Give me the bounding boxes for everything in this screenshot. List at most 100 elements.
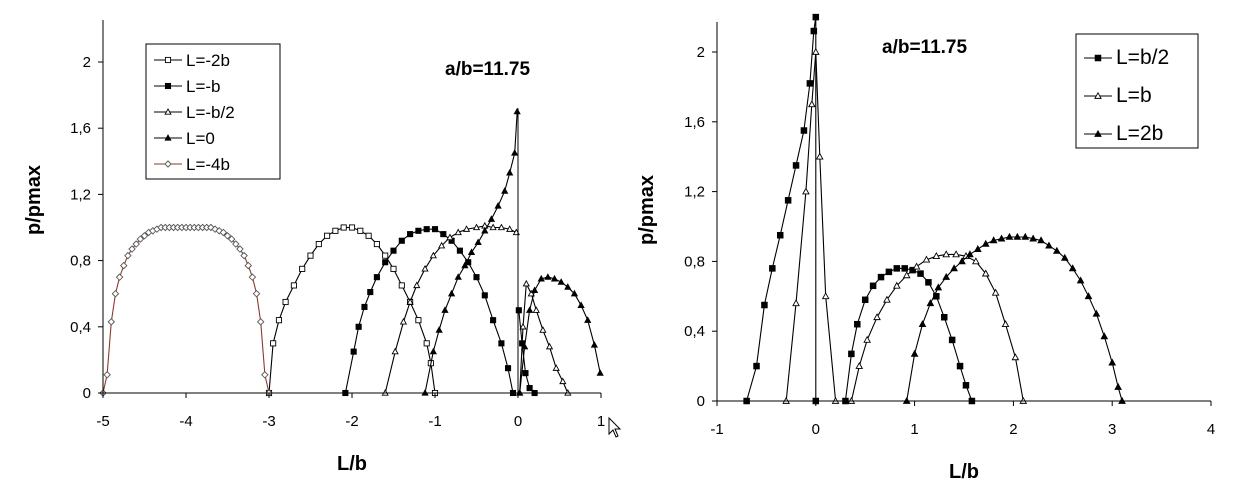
right-data-point bbox=[952, 250, 960, 258]
right-legend-box bbox=[1075, 33, 1199, 149]
left-data-point bbox=[421, 264, 429, 272]
left-data-point bbox=[115, 273, 124, 281]
left-legend-swatch-marker bbox=[164, 134, 172, 141]
left-data-point bbox=[361, 303, 368, 310]
right-series-0 bbox=[743, 13, 976, 405]
left-data-point bbox=[552, 364, 560, 371]
left-y-tick-label: 0,8 bbox=[70, 253, 91, 270]
right-x-tick-label: 4 bbox=[1207, 421, 1215, 438]
left-data-point bbox=[390, 247, 397, 254]
right-data-point bbox=[753, 362, 760, 370]
left-data-point bbox=[526, 384, 533, 392]
left-data-point bbox=[256, 318, 265, 326]
right-legend: L=b/2 L=b L=2b bbox=[1075, 33, 1199, 149]
left-data-point bbox=[227, 235, 236, 243]
right-legend-swatch-marker bbox=[1094, 129, 1102, 137]
right-data-point bbox=[997, 234, 1006, 242]
left-data-point bbox=[391, 347, 399, 355]
left-data-point bbox=[559, 377, 567, 385]
right-data-point bbox=[991, 288, 1000, 296]
left-data-point bbox=[406, 298, 414, 305]
left-legend-swatch-marker bbox=[164, 108, 172, 115]
left-data-point bbox=[124, 251, 132, 260]
right-data-point bbox=[802, 187, 810, 195]
left-y-ticks: 0 0,4 0,8 1,2 1,6 2 bbox=[70, 54, 103, 402]
left-series-6 bbox=[516, 273, 604, 396]
left-series-2 bbox=[381, 221, 520, 396]
left-data-point bbox=[454, 273, 462, 280]
left-data-point bbox=[275, 317, 283, 324]
left-data-point bbox=[413, 281, 421, 289]
left-data-point bbox=[527, 289, 535, 297]
left-x-tick-label: 1 bbox=[597, 413, 605, 430]
right-data-point bbox=[989, 236, 998, 244]
left-data-point bbox=[501, 187, 509, 194]
right-legend-entry: L=b bbox=[1084, 84, 1152, 107]
right-data-point bbox=[956, 362, 964, 370]
right-x-axis-title: L/b bbox=[949, 461, 979, 483]
left-data-point bbox=[467, 248, 476, 255]
left-data-point bbox=[132, 240, 140, 248]
left-x-tick-label: -3 bbox=[262, 413, 275, 430]
left-data-point bbox=[398, 237, 405, 244]
right-y-ticks: 0 0,4 0,8 1,2 1,6 2 bbox=[684, 44, 717, 410]
left-data-point bbox=[367, 288, 374, 296]
left-legend-swatch-marker bbox=[164, 160, 172, 168]
right-data-point bbox=[855, 361, 864, 369]
right-y-tick-label: 0,8 bbox=[684, 253, 705, 270]
left-data-point bbox=[307, 252, 314, 259]
left-data-point bbox=[244, 261, 253, 270]
left-series-line-5 bbox=[519, 281, 569, 394]
left-data-point bbox=[431, 226, 439, 233]
left-data-point bbox=[382, 252, 389, 259]
left-y-tick-label: 0,4 bbox=[70, 319, 91, 336]
right-x-tick-label: 3 bbox=[1108, 421, 1116, 438]
right-data-point bbox=[962, 382, 970, 389]
left-legend-swatch-marker bbox=[164, 56, 172, 64]
left-data-point bbox=[498, 340, 505, 347]
left-data-point bbox=[332, 227, 339, 234]
left-data-point bbox=[447, 289, 456, 297]
right-data-point bbox=[812, 13, 820, 21]
right-data-point bbox=[821, 292, 830, 300]
right-data-point bbox=[1005, 232, 1014, 240]
right-data-point bbox=[883, 295, 891, 303]
left-data-point bbox=[128, 245, 136, 253]
left-data-point bbox=[415, 227, 422, 234]
right-plot-area bbox=[743, 13, 1126, 405]
left-data-point bbox=[506, 168, 514, 176]
left-data-point bbox=[489, 223, 497, 231]
left-data-point bbox=[373, 240, 380, 248]
left-data-point bbox=[373, 274, 380, 281]
right-data-point bbox=[917, 270, 924, 277]
right-y-axis-title: p/pmax bbox=[636, 175, 658, 245]
right-data-point bbox=[863, 335, 872, 343]
left-data-point bbox=[282, 298, 289, 306]
right-data-point bbox=[950, 264, 958, 272]
left-data-point bbox=[103, 371, 111, 379]
left-data-point bbox=[136, 235, 145, 243]
right-data-point bbox=[1114, 382, 1122, 390]
right-data-point bbox=[1045, 241, 1053, 249]
right-series-1 bbox=[782, 47, 1028, 404]
right-legend-label: L=2b bbox=[1116, 122, 1163, 145]
left-series-3 bbox=[421, 107, 521, 396]
right-chart: 0 0,4 0,8 1,2 1,6 2 -1 0 1 2 3 4 L/b p/pmax a/b=11… bbox=[636, 13, 1215, 483]
left-data-point bbox=[350, 348, 357, 355]
left-data-point bbox=[223, 232, 232, 240]
left-y-tick-label: 1,2 bbox=[70, 186, 91, 203]
right-data-point bbox=[958, 257, 966, 265]
left-data-point bbox=[490, 317, 497, 324]
left-x-axis-title: L/b bbox=[337, 453, 367, 475]
left-plot-area bbox=[99, 107, 604, 397]
left-series-line-6 bbox=[519, 276, 601, 394]
left-series-7 bbox=[515, 307, 538, 397]
right-annotation: a/b=11.75 bbox=[882, 37, 967, 58]
right-legend-entry: L=2b bbox=[1084, 122, 1163, 145]
right-x-tick-label: -1 bbox=[710, 421, 723, 438]
left-data-point bbox=[407, 231, 414, 238]
left-data-point bbox=[596, 369, 604, 376]
right-data-point bbox=[934, 283, 943, 291]
right-data-point bbox=[942, 250, 951, 258]
right-legend-entries: L=b/2 L=b L=2b bbox=[1084, 46, 1169, 145]
